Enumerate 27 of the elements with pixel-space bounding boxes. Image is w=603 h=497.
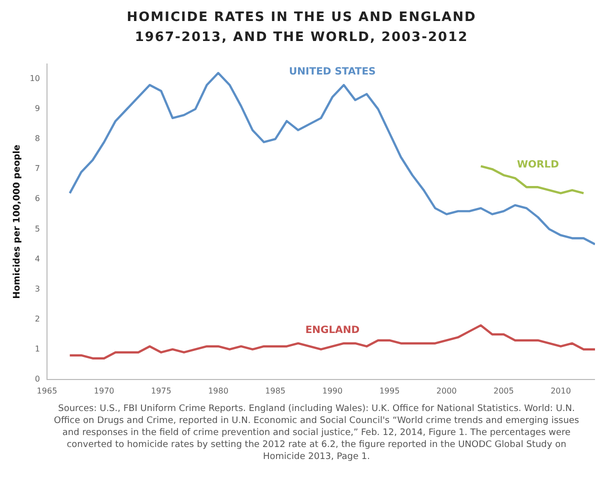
y-tick-label: 6 <box>34 194 40 204</box>
y-tick-label: 0 <box>34 374 40 384</box>
x-tick-label: 1970 <box>94 386 114 396</box>
y-tick-label: 10 <box>30 74 40 84</box>
x-tick-label: 1985 <box>265 386 286 396</box>
x-tick-label: 1965 <box>36 386 58 396</box>
y-tick-label: 2 <box>34 314 40 324</box>
x-tick-label: 2010 <box>550 386 571 396</box>
y-tick-label: 9 <box>34 104 40 114</box>
x-tick-label: 1975 <box>150 386 172 396</box>
series-label: UNITED STATES <box>289 66 376 78</box>
chart-title: HOMICIDE RATES IN THE US AND ENGLAND 1967-2013, AND THE WORLD, 2003-2012 <box>126 9 478 47</box>
x-tick-label: 2000 <box>436 386 457 396</box>
y-axis-title: Homicides per 100,000 people <box>12 144 23 299</box>
y-tick-label: 4 <box>34 254 40 264</box>
x-tick-label: 1990 <box>322 386 343 396</box>
series-label: ENGLAND <box>305 324 360 336</box>
x-tick-label: 1980 <box>208 386 228 396</box>
y-tick-label: 1 <box>34 344 40 354</box>
x-tick-label: 1995 <box>379 386 400 396</box>
y-tick-label: 3 <box>34 284 40 294</box>
y-tick-label: 8 <box>34 134 40 144</box>
x-tick-label: 2005 <box>493 386 514 396</box>
y-tick-label: 7 <box>34 164 40 174</box>
y-tick-label: 5 <box>34 224 40 234</box>
series-label: WORLD <box>516 160 559 171</box>
source-note: Sources: U.S., FBI Uniform Crime Reports. England (including Wales): U.K. Office for National Statistics. World: U.N. Office on Drugs and Crime, reported in U.N. Economic and Social Council's “World crime trends and emerging issues and responses in the field of crime prevention and social justice,” Feb. 12, 2014, Figure 1. The percentages were converted to homicide rates by setting the 2012 rate at 6.2, the figure reported in the UNODC Global Study on Homicide 2013, Page 1. <box>52 403 580 463</box>
